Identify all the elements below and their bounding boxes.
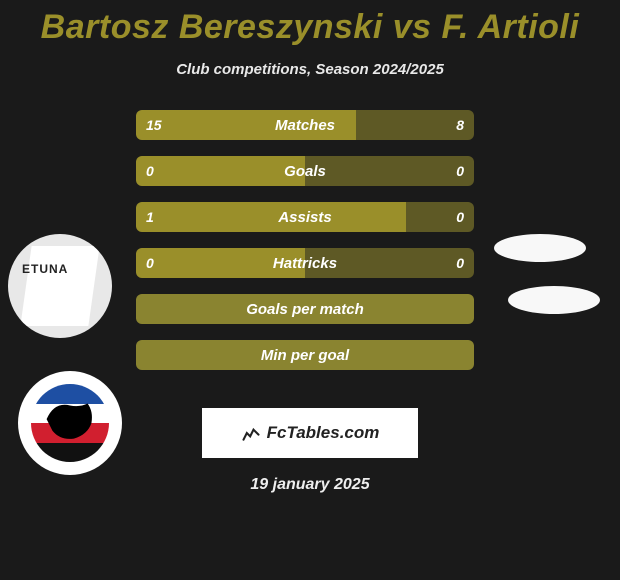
stat-row: Min per goal xyxy=(136,340,474,370)
stat-bars: Matches158Goals00Assists10Hattricks00Goa… xyxy=(136,110,474,386)
player1-avatar: ETUNA xyxy=(8,234,112,338)
source-badge: FcTables.com xyxy=(202,408,418,458)
stat-row: Matches15 8 xyxy=(136,110,474,140)
page-title: Bartosz Bereszynski vs F. Artioli xyxy=(0,0,620,47)
date-text: 19 january 2025 xyxy=(0,476,620,494)
stat-row: Assists1 0 xyxy=(136,202,474,232)
stat-value-right: 0 xyxy=(456,202,464,232)
comparison-chart: ETUNA Matches158Goals00Assists10Hattrick… xyxy=(0,110,620,400)
player2-pill-1 xyxy=(494,234,586,262)
stat-value-right: 0 xyxy=(456,248,464,278)
stat-row: Goals per match xyxy=(136,294,474,324)
stat-value-left: 0 xyxy=(146,156,154,186)
stat-value-left: 15 xyxy=(146,110,162,140)
stat-value-left: 0 xyxy=(146,248,154,278)
stat-value-right: 8 xyxy=(456,110,464,140)
stat-label: Hattricks xyxy=(136,248,474,278)
stat-label: Matches xyxy=(136,110,474,140)
subtitle: Club competitions, Season 2024/2025 xyxy=(0,61,620,78)
stat-row: Goals0 0 xyxy=(136,156,474,186)
player2-pill-2 xyxy=(508,286,600,314)
source-text: FcTables.com xyxy=(267,423,380,443)
title-text: Bartosz Bereszynski vs F. Artioli xyxy=(41,8,580,46)
stat-label: Goals per match xyxy=(136,294,474,324)
player2-club-crest xyxy=(18,371,122,475)
stat-label: Goals xyxy=(136,156,474,186)
stat-value-right: 0 xyxy=(456,156,464,186)
stat-value-left: 1 xyxy=(146,202,154,232)
stat-label: Min per goal xyxy=(136,340,474,370)
stat-label: Assists xyxy=(136,202,474,232)
stat-row: Hattricks0 0 xyxy=(136,248,474,278)
